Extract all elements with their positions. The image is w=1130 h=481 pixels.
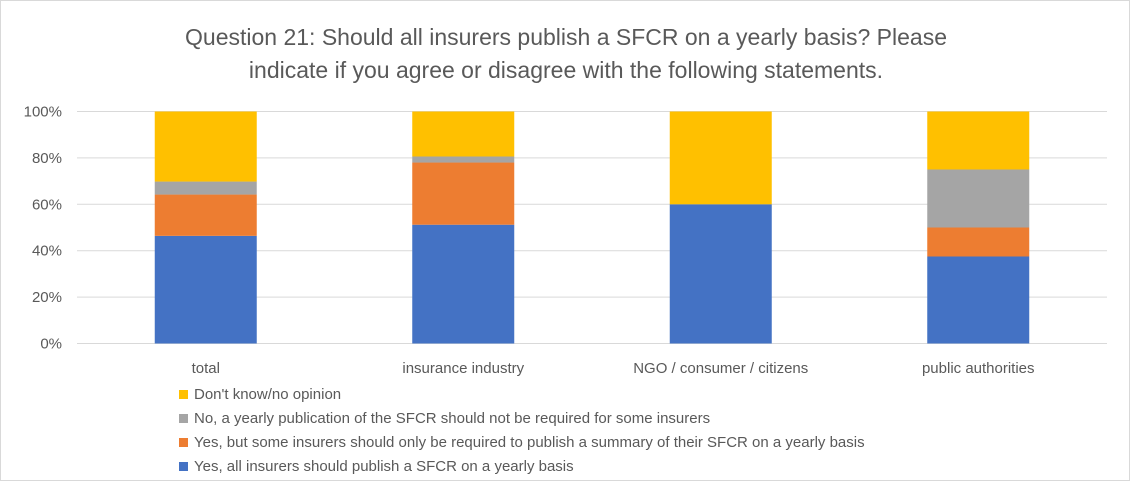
legend-swatch: [179, 414, 188, 423]
legend-label: Don't know/no opinion: [194, 386, 342, 403]
y-tick-label: 60%: [32, 196, 62, 213]
bar-segment: [412, 111, 515, 157]
legend-label: Yes, all insurers should publish a SFCR …: [194, 458, 574, 475]
legend-swatch: [179, 462, 188, 471]
legend-item: No, a yearly publication of the SFCR sho…: [179, 410, 710, 427]
x-tick-label: public authorities: [922, 360, 1035, 377]
bar-segment: [412, 224, 515, 344]
bar-segment: [927, 256, 1030, 344]
y-tick-label: 40%: [32, 243, 62, 260]
bar-segment: [412, 156, 515, 163]
y-tick-label: 80%: [32, 150, 62, 167]
bar-segment: [669, 204, 772, 344]
y-tick-label: 20%: [32, 289, 62, 306]
chart-title: Question 21: Should all insurers publish…: [1, 21, 1129, 87]
x-tick-label: insurance industry: [402, 360, 524, 377]
title-line: indicate if you agree or disagree with t…: [248, 57, 884, 83]
bar-segment: [669, 111, 772, 205]
bar-segment: [154, 111, 257, 182]
x-tick-label: NGO / consumer / citizens: [633, 360, 808, 377]
legend-item: Don't know/no opinion: [179, 386, 341, 403]
legend-swatch: [179, 438, 188, 447]
legend-swatch: [179, 390, 188, 399]
legend-item: Yes, but some insurers should only be re…: [179, 434, 865, 451]
bar-segment: [927, 227, 1030, 257]
bar-segment: [154, 194, 257, 236]
title-line: Question 21: Should all insurers publish…: [185, 24, 947, 50]
bar-segment: [154, 181, 257, 195]
bar-segment: [412, 162, 515, 225]
legend-label: No, a yearly publication of the SFCR sho…: [194, 410, 711, 427]
x-tick-label: total: [192, 360, 220, 377]
legend-item: Yes, all insurers should publish a SFCR …: [179, 458, 574, 475]
bar-segment: [154, 235, 257, 344]
legend-label: Yes, but some insurers should only be re…: [194, 434, 865, 451]
bar-segment: [927, 111, 1030, 170]
bar-segment: [927, 169, 1030, 228]
y-tick-label: 100%: [24, 104, 62, 121]
y-tick-label: 0%: [40, 336, 62, 353]
